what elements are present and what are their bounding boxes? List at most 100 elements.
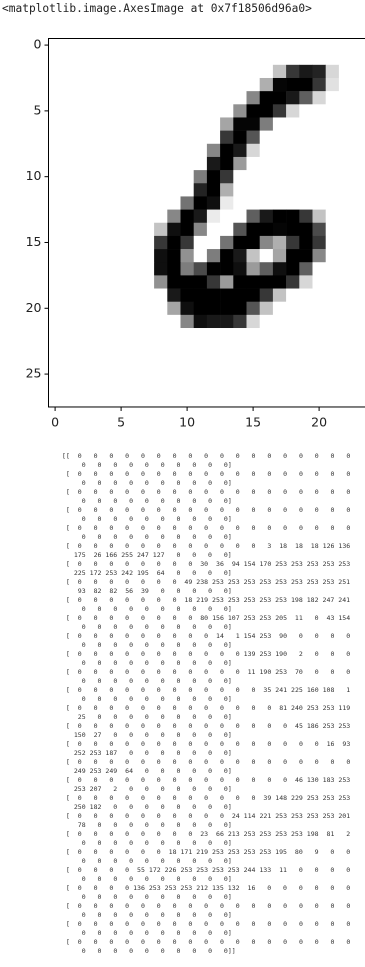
pixel (194, 170, 208, 183)
array-value: 0 (299, 920, 303, 928)
array-value: 0 (188, 830, 192, 838)
pixel (75, 249, 89, 262)
array-value: 0 (177, 677, 181, 685)
pixel (167, 157, 181, 170)
pixel (273, 394, 287, 407)
array-value: 0 (188, 704, 192, 712)
array-value: 0 (78, 632, 82, 640)
pixel (115, 196, 129, 209)
pixel (233, 91, 247, 104)
array-value: 0 (141, 560, 145, 568)
array-value: 0 (78, 668, 82, 676)
array-value: 0 (161, 875, 165, 883)
array-value: 0 (224, 803, 228, 811)
pixel (260, 289, 274, 302)
pixel (194, 394, 208, 407)
pixel (49, 328, 63, 341)
array-value: 0 (346, 650, 350, 658)
pixel (141, 52, 155, 65)
x-tick-label: 20 (311, 414, 327, 429)
array-value: 0 (129, 785, 133, 793)
array-value: 166 (105, 551, 117, 559)
pixel (352, 196, 365, 209)
array-value: 0 (161, 623, 165, 631)
pixel (299, 170, 313, 183)
pixel (115, 52, 129, 65)
pixel (247, 104, 261, 117)
pixel (154, 275, 168, 288)
pixel (313, 65, 327, 78)
array-value: 80 (295, 848, 303, 856)
array-value: 0 (98, 641, 102, 649)
array-value: 0 (283, 920, 287, 928)
pixel (101, 157, 115, 170)
array-value: 0 (192, 893, 196, 901)
array-value: 182 (90, 803, 102, 811)
pixel (247, 157, 261, 170)
array-value: 0 (78, 542, 82, 550)
array-value: 0 (346, 938, 350, 946)
pixel (128, 341, 142, 354)
array-value: 0 (299, 524, 303, 532)
pixel (286, 157, 300, 170)
pixel (141, 341, 155, 354)
array-value: 0 (109, 488, 113, 496)
pixel (233, 354, 247, 367)
array-value: 0 (129, 695, 133, 703)
pixel (339, 65, 353, 78)
pixel (339, 236, 353, 249)
array-value: 0 (177, 659, 181, 667)
array-value: 0 (129, 893, 133, 901)
pixel (352, 65, 365, 78)
array-value: 0 (141, 506, 145, 514)
pixel (194, 354, 208, 367)
array-value: 0 (283, 902, 287, 910)
pixel (88, 196, 102, 209)
array-value: 0 (192, 947, 196, 955)
array-value: 0 (208, 875, 212, 883)
array-value: 18 (279, 542, 287, 550)
pixel (339, 196, 353, 209)
pixel (220, 302, 234, 315)
array-value: 0 (204, 740, 208, 748)
array-value: 0 (94, 470, 98, 478)
pixel (286, 223, 300, 236)
array-value: 0 (94, 506, 98, 514)
array-value: 0 (157, 722, 161, 730)
array-value: 135 (212, 884, 224, 892)
array-value: 0 (188, 758, 192, 766)
array-value: 253 (259, 596, 271, 604)
array-value: 0 (267, 470, 271, 478)
array-value: 9 (315, 848, 319, 856)
x-tick-label: 10 (179, 414, 195, 429)
array-value: 0 (220, 776, 224, 784)
array-value: 0 (98, 479, 102, 487)
array-value: 0 (224, 695, 228, 703)
array-value: 0 (82, 479, 86, 487)
pixel (154, 236, 168, 249)
array-value: 0 (188, 794, 192, 802)
pixel (128, 52, 142, 65)
array-value: 253 (244, 830, 256, 838)
y-tick-label: 5 (34, 102, 42, 117)
pixel (49, 262, 63, 275)
pixel (273, 223, 287, 236)
pixel (141, 249, 155, 262)
pixel (141, 144, 155, 157)
array-value: 242 (121, 569, 133, 577)
array-value: 0 (331, 488, 335, 496)
array-value: 0 (157, 758, 161, 766)
array-value: 0 (236, 740, 240, 748)
array-value: 253 (244, 614, 256, 622)
pixel (194, 315, 208, 328)
array-value: 0 (252, 452, 256, 460)
pixel (286, 368, 300, 381)
pixel (260, 196, 274, 209)
pixel (313, 170, 327, 183)
array-value: 0 (98, 497, 102, 505)
array-value: 253 (259, 830, 271, 838)
array-value: 253 (228, 848, 240, 856)
array-value: 0 (113, 929, 117, 937)
pixel (141, 91, 155, 104)
array-value: 249 (74, 767, 86, 775)
